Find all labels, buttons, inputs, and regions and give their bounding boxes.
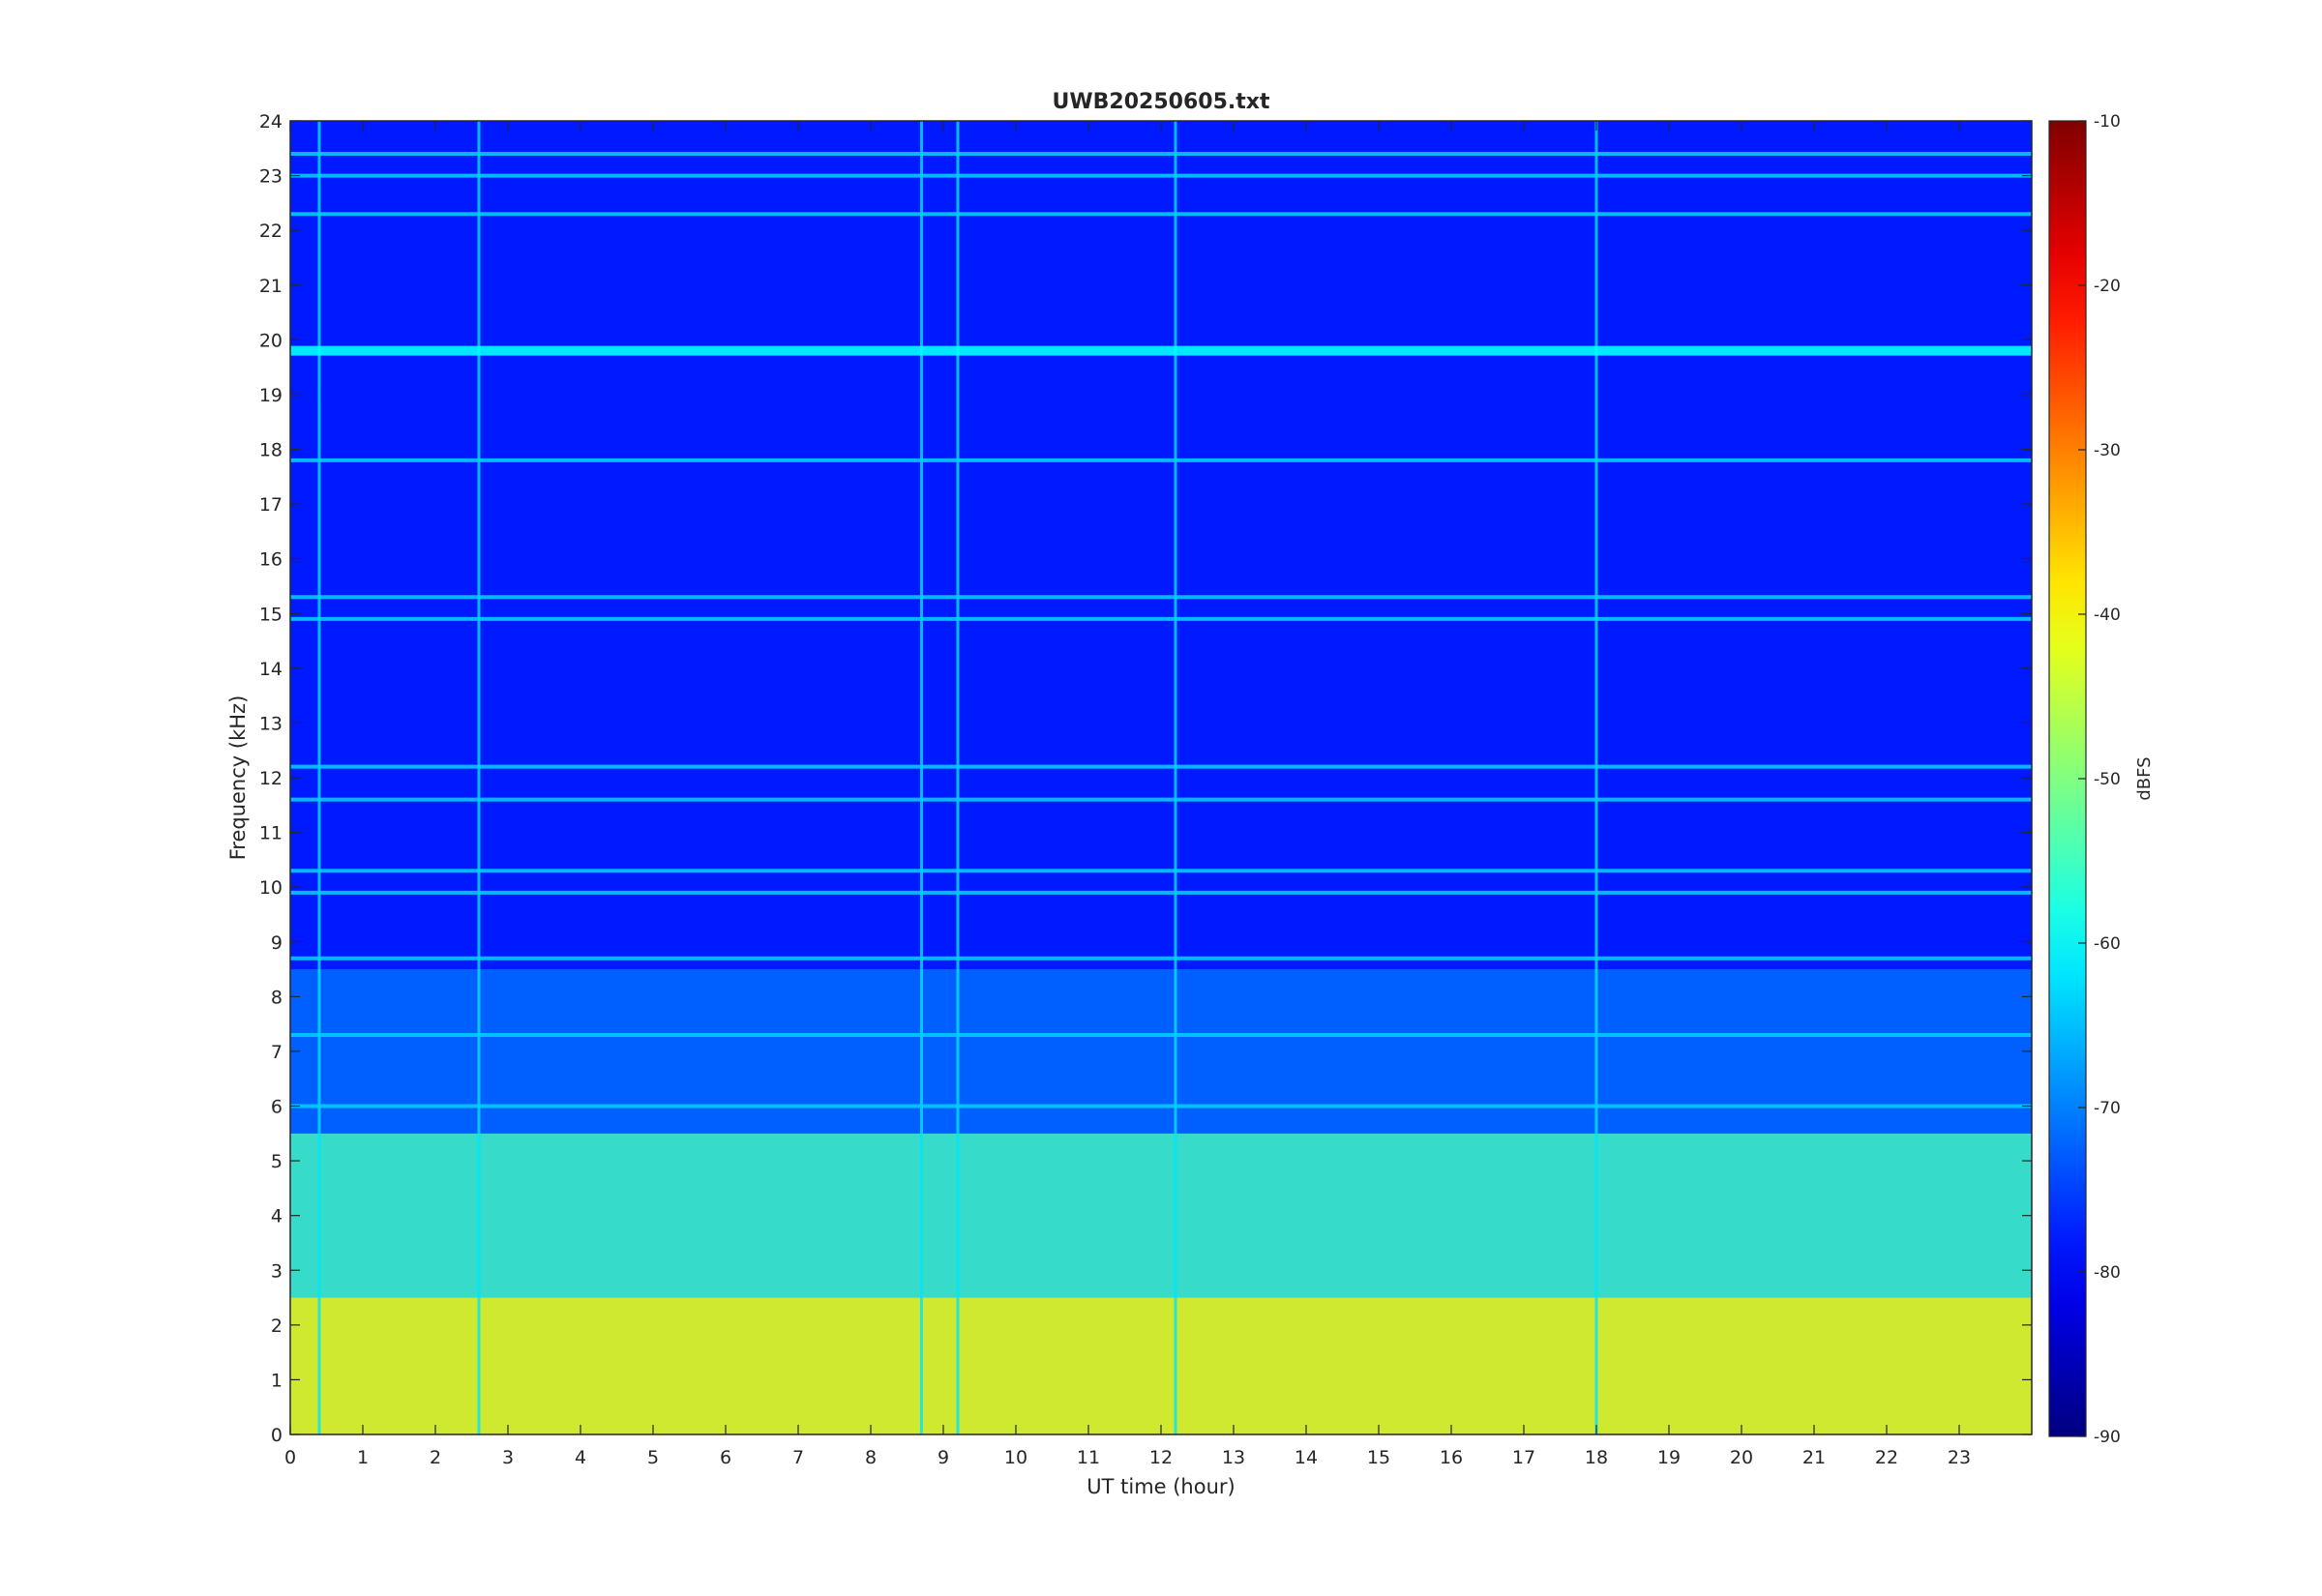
y-tick-label: 15 bbox=[259, 604, 283, 625]
x-tick-label: 5 bbox=[647, 1447, 659, 1468]
colorbar-tick-label: -80 bbox=[2094, 1263, 2121, 1283]
y-axis-label: Frequency (kHz) bbox=[226, 695, 250, 861]
x-tick-label: 17 bbox=[1512, 1447, 1535, 1468]
spectrogram-low-band bbox=[290, 1297, 2032, 1434]
x-tick-label: 19 bbox=[1657, 1447, 1681, 1468]
y-tick-label: 0 bbox=[271, 1425, 283, 1446]
x-tick-label: 3 bbox=[502, 1447, 514, 1468]
x-tick-label: 14 bbox=[1295, 1447, 1318, 1468]
y-tick-label: 5 bbox=[271, 1151, 283, 1172]
y-tick-label: 18 bbox=[259, 440, 283, 461]
colorbar-tick-label: -60 bbox=[2094, 934, 2121, 954]
x-tick-label: 11 bbox=[1077, 1447, 1100, 1468]
x-tick-label: 8 bbox=[865, 1447, 877, 1468]
colorbar-tick-label: -70 bbox=[2094, 1099, 2121, 1118]
x-tick-label: 21 bbox=[1802, 1447, 1826, 1468]
y-tick-label: 20 bbox=[259, 330, 283, 351]
colorbar-tick-label: -90 bbox=[2094, 1428, 2121, 1447]
colorbar-tick-label: -20 bbox=[2094, 277, 2121, 296]
y-tick-label: 17 bbox=[259, 494, 283, 516]
y-tick-label: 1 bbox=[271, 1370, 283, 1391]
spectrogram-horizontal-lines bbox=[290, 151, 2032, 1108]
x-tick-label: 9 bbox=[938, 1447, 949, 1468]
y-tick-label: 19 bbox=[259, 385, 283, 406]
y-tick-label: 8 bbox=[271, 987, 283, 1008]
x-tick-label: 10 bbox=[1004, 1447, 1027, 1468]
y-tick-label: 2 bbox=[271, 1315, 283, 1337]
x-tick-label: 0 bbox=[284, 1447, 296, 1468]
y-tick-label: 3 bbox=[271, 1260, 283, 1282]
x-tick-label: 16 bbox=[1440, 1447, 1463, 1468]
spectrogram-vertical-events bbox=[317, 121, 1598, 1434]
colorbar: -90 -80 -70 -60 -50 -40 -30 -20 -10 dBFS bbox=[2048, 112, 2155, 1447]
y-tick-label: 23 bbox=[259, 166, 283, 188]
chart-title: UWB20250605.txt bbox=[1053, 90, 1270, 114]
x-tick-label: 20 bbox=[1730, 1447, 1753, 1468]
y-tick-label: 6 bbox=[271, 1097, 283, 1118]
y-tick-label: 12 bbox=[259, 768, 283, 789]
colorbar-label: dBFS bbox=[2134, 756, 2155, 800]
x-tick-label: 2 bbox=[430, 1447, 441, 1468]
colorbar-tick-label: -50 bbox=[2094, 770, 2121, 789]
x-tick-label: 1 bbox=[357, 1447, 369, 1468]
plot-area bbox=[289, 120, 2033, 1435]
x-tick-label: 12 bbox=[1149, 1447, 1173, 1468]
colorbar-tick-label: -30 bbox=[2094, 441, 2121, 460]
x-tick-label: 13 bbox=[1222, 1447, 1245, 1468]
colorbar-tick-label: -10 bbox=[2094, 112, 2121, 132]
x-tick-label: 7 bbox=[792, 1447, 804, 1468]
y-tick-label: 11 bbox=[259, 823, 283, 844]
x-axis-ticks: 0 1 2 3 4 5 6 7 8 9 10 11 12 13 14 15 16 17 18 19 20 21 22 23 bbox=[284, 121, 1971, 1468]
x-tick-label: 4 bbox=[575, 1447, 586, 1468]
y-tick-label: 10 bbox=[259, 877, 283, 899]
y-tick-label: 7 bbox=[271, 1042, 283, 1063]
x-axis-label: UT time (hour) bbox=[1087, 1475, 1235, 1498]
x-tick-label: 22 bbox=[1875, 1447, 1898, 1468]
y-tick-label: 21 bbox=[259, 276, 283, 297]
x-tick-label: 23 bbox=[1948, 1447, 1971, 1468]
x-tick-label: 15 bbox=[1367, 1447, 1390, 1468]
y-tick-label: 22 bbox=[259, 221, 283, 242]
y-tick-label: 13 bbox=[259, 713, 283, 734]
y-tick-label: 9 bbox=[271, 932, 283, 954]
spectrogram-mid-band bbox=[290, 1133, 2032, 1298]
y-tick-label: 4 bbox=[271, 1206, 283, 1227]
x-tick-label: 6 bbox=[720, 1447, 731, 1468]
x-tick-label: 18 bbox=[1585, 1447, 1608, 1468]
y-tick-label: 16 bbox=[259, 549, 283, 571]
spectrogram-transition-band bbox=[290, 969, 2032, 1134]
y-tick-label: 14 bbox=[259, 659, 283, 680]
spectrogram-bands bbox=[290, 969, 2032, 1434]
y-tick-label: 24 bbox=[259, 111, 283, 133]
colorbar-ticks: -90 -80 -70 -60 -50 -40 -30 -20 -10 bbox=[2078, 112, 2121, 1447]
colorbar-tick-label: -40 bbox=[2094, 606, 2121, 625]
